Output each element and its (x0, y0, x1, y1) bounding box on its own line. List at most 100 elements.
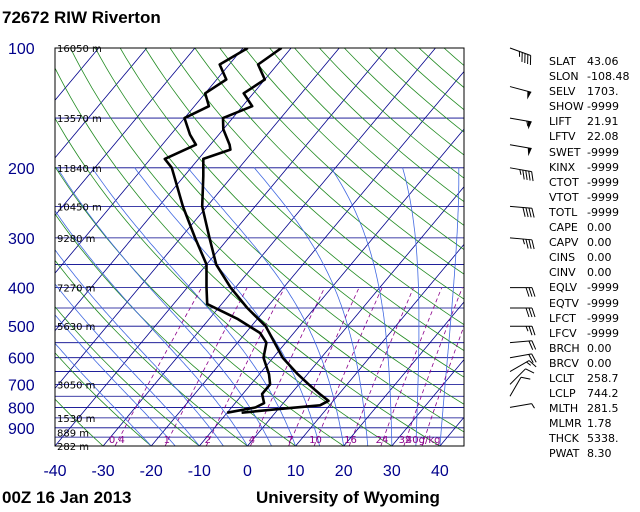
wind-barb (509, 86, 532, 100)
moist-adiabat (55, 314, 176, 446)
isotherm-line (343, 301, 464, 446)
wind-barb-half (526, 120, 529, 127)
pressure-tick-label: 800 (8, 400, 35, 417)
wind-barb-staff (509, 144, 532, 150)
index-row: LFCV -9999 (549, 326, 637, 341)
index-value: -9999 (587, 205, 619, 219)
index-name: LFCT (549, 311, 576, 325)
mixing-ratio-label: 40g/kg (406, 435, 441, 446)
wind-barb-staff (509, 353, 532, 359)
wind-barb-full (525, 368, 535, 374)
index-row: MLMR 1.78 (549, 416, 637, 431)
dry-adiabat (269, 48, 464, 226)
index-name: CTOT (549, 175, 579, 189)
index-row: LFCT -9999 (549, 311, 637, 326)
index-row: BRCV 0.00 (549, 356, 637, 371)
wind-barb (509, 360, 537, 372)
isotherm-line (55, 48, 196, 217)
wind-barb (509, 237, 535, 250)
index-value: -9999 (587, 100, 619, 114)
index-name: LFCV (549, 326, 577, 340)
pressure-tick-label: 900 (8, 421, 35, 438)
height-label: 889 m (57, 429, 89, 440)
index-name: EQTV (549, 296, 579, 310)
moist-adiabat (187, 167, 345, 446)
wind-barb (509, 353, 537, 363)
dry-adiabat (55, 259, 248, 446)
mixing-ratio-label: 10 (309, 435, 322, 446)
dry-adiabat (55, 117, 393, 446)
wind-barb-full (521, 52, 523, 62)
isotherm-line (247, 186, 464, 446)
moist-adiabat (55, 249, 224, 446)
moist-adiabat (55, 342, 152, 446)
index-name: CINS (549, 251, 576, 265)
wind-barb-half (526, 361, 531, 366)
wind-barb (509, 368, 535, 385)
index-name: CAPV (549, 236, 579, 250)
index-row: SLAT 43.06 (549, 54, 637, 69)
moist-adiabat (91, 167, 296, 446)
index-row: TOTL -9999 (549, 205, 637, 220)
height-label: 16050 m (57, 44, 102, 55)
diagram-grid (55, 48, 464, 446)
index-value: 258.7 (587, 371, 619, 385)
index-row: EQTV -9999 (549, 296, 637, 311)
data-source: University of Wyoming (256, 488, 440, 507)
wind-barb-half (531, 403, 535, 409)
wind-barb (509, 167, 534, 182)
index-row: CAPE 0.00 (549, 220, 637, 235)
index-name: MLMR (549, 417, 582, 431)
temperature-profile (200, 48, 330, 414)
index-name: PWAT (549, 447, 580, 461)
wind-barb-staff (509, 117, 532, 123)
moist-adiabat (330, 167, 393, 446)
wind-barb-full (528, 239, 532, 249)
index-name: SLAT (549, 55, 576, 68)
mixing-ratio-line (380, 287, 443, 446)
index-value: 8.30 (587, 447, 612, 461)
index-value: 43.06 (587, 55, 619, 68)
mixing-ratio-line (114, 287, 202, 446)
index-value: 5338. (587, 432, 619, 446)
dry-adiabat (55, 165, 344, 446)
index-row: LIFT 21.91 (549, 114, 637, 129)
temperature-tick-label: 10 (287, 463, 305, 480)
wind-barb-pennant (527, 91, 532, 100)
plot-frame (54, 47, 465, 447)
wind-barb-full (531, 287, 536, 297)
wind-barb-full (528, 307, 533, 318)
wind-barb-half (518, 51, 521, 57)
wind-barb-full (529, 55, 532, 66)
index-value: -9999 (587, 296, 619, 310)
wind-barb-staff (509, 376, 522, 397)
index-name: CAPE (549, 221, 578, 235)
temperature-tick-label: 0 (243, 463, 252, 480)
isotherm-line (391, 358, 464, 446)
index-row: SWET -9999 (549, 145, 637, 160)
wind-barb-full (531, 340, 537, 350)
wind-barb-half (522, 238, 525, 245)
mixing-ratio-label: 7 (287, 435, 293, 446)
dry-adiabat (55, 352, 152, 446)
index-name: SLON (549, 70, 579, 84)
observation-time: 00Z 16 Jan 2013 (2, 488, 132, 507)
wind-barb-full (524, 53, 526, 63)
wind-barb-full (520, 376, 531, 380)
dry-adiabat (344, 48, 464, 156)
wind-barb-full (531, 171, 534, 182)
wind-barb (509, 403, 535, 409)
isotherm-line (150, 70, 464, 446)
wind-barb-full (531, 353, 537, 363)
index-value: -9999 (587, 326, 619, 340)
pressure-tick-label: 100 (8, 41, 35, 58)
mixing-ratio-line (205, 287, 285, 446)
dry-adiabat (119, 48, 464, 378)
height-label: 9280 m (57, 234, 95, 245)
index-value: -9999 (587, 145, 619, 159)
index-value: 281.5 (587, 402, 619, 416)
dry-adiabat (55, 67, 441, 446)
moist-adiabat (439, 167, 460, 446)
dry-adiabat (244, 48, 464, 251)
